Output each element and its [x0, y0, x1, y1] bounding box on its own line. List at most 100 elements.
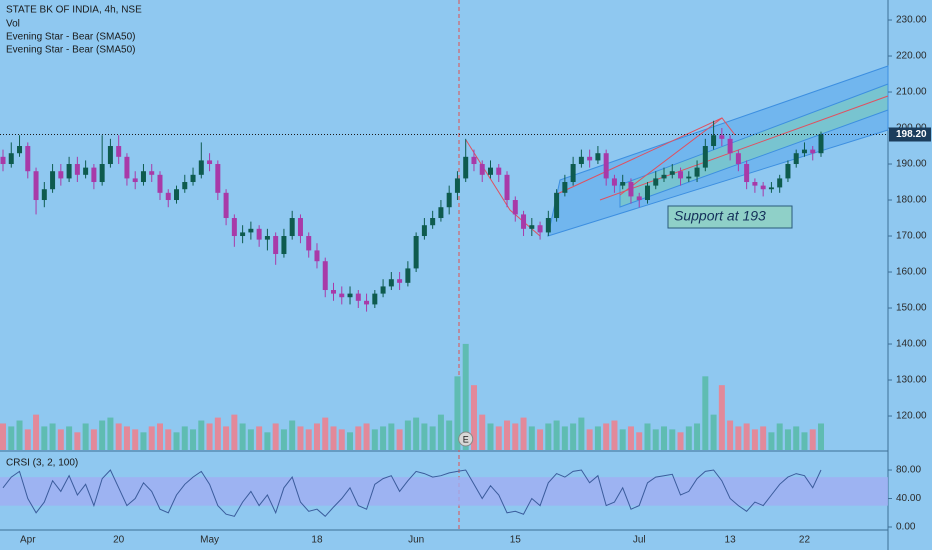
volume-bar — [173, 432, 180, 450]
candle-body — [41, 189, 47, 201]
candle-body — [289, 218, 295, 237]
candle-body — [479, 164, 485, 175]
candle-body — [644, 185, 650, 201]
volume-bar — [140, 432, 147, 450]
volume-bar — [454, 376, 461, 450]
candle-body — [487, 167, 493, 175]
volume-bar — [727, 420, 734, 450]
volume-bar — [470, 385, 477, 450]
y-tick-label: 220.00 — [896, 51, 927, 62]
candle-body — [256, 228, 262, 240]
candle-body — [83, 167, 89, 175]
x-tick-label: 15 — [510, 535, 522, 546]
volume-bar — [677, 432, 684, 450]
volume-bar — [181, 426, 188, 450]
y-tick-label: 160.00 — [896, 267, 927, 278]
candle-body — [446, 192, 452, 208]
candle-body — [99, 164, 105, 183]
volume-bar — [66, 426, 73, 450]
volume-bar — [24, 429, 31, 450]
volume-bar — [669, 429, 676, 450]
volume-bar — [305, 429, 312, 450]
candle-body — [603, 153, 609, 179]
y-tick-label: 150.00 — [896, 303, 927, 314]
volume-bar — [776, 423, 783, 450]
volume-bar — [165, 429, 172, 450]
volume-bar — [322, 417, 329, 450]
candle-body — [413, 236, 419, 269]
candle-body — [207, 160, 213, 165]
chart-title: STATE BK OF INDIA, 4h, NSE — [6, 5, 142, 16]
volume-bar — [760, 426, 767, 450]
volume-bar — [347, 432, 354, 450]
volume-bar — [818, 423, 824, 450]
event-marker-label: E — [463, 434, 469, 444]
candle-body — [554, 192, 560, 219]
candle-body — [157, 174, 163, 193]
volume-bar — [206, 423, 213, 450]
event-marker — [458, 431, 474, 447]
volume-bar — [768, 432, 775, 450]
volume-bar — [371, 429, 378, 450]
volume-bar — [487, 423, 494, 450]
candle-body — [50, 171, 56, 190]
volume-bar — [636, 432, 643, 450]
volume-bar — [57, 429, 64, 450]
volume-bar — [82, 423, 89, 450]
y-tick-label: 130.00 — [896, 375, 927, 386]
candle-body — [91, 167, 97, 183]
x-tick-label: 20 — [113, 535, 125, 546]
candle-body — [190, 174, 196, 183]
candle-body — [777, 178, 783, 188]
rsi-tick-label: 40.00 — [896, 493, 921, 504]
candle-body — [314, 250, 320, 262]
candle-body — [752, 182, 758, 186]
volume-bar — [33, 414, 40, 450]
volume-bar — [239, 423, 246, 450]
volume-bar — [462, 343, 469, 450]
candle-body — [578, 156, 584, 165]
candle-body — [727, 138, 733, 154]
volume-bar — [619, 429, 626, 450]
candle-body — [496, 167, 502, 175]
volume-bar — [289, 420, 296, 450]
x-tick-label: 13 — [725, 535, 737, 546]
rsi-line — [2, 469, 822, 517]
candle-body — [702, 146, 708, 168]
candle-body — [694, 167, 700, 177]
legend-entry: Evening Star - Bear (SMA50) — [6, 32, 136, 43]
volume-bar — [223, 426, 230, 450]
candle-body — [405, 268, 411, 283]
candle-body — [521, 214, 527, 229]
candle-body — [107, 146, 113, 165]
volume-bar — [363, 423, 370, 450]
volume-bar — [661, 426, 668, 450]
candle-body — [223, 192, 229, 219]
volume-bar — [132, 429, 139, 450]
trend-line — [554, 117, 723, 196]
candle-body — [438, 207, 444, 219]
volume-bar — [710, 414, 717, 450]
volume-bar — [537, 429, 544, 450]
volume-bar — [751, 429, 758, 450]
volume-bar — [297, 426, 304, 450]
volume-bar — [545, 423, 552, 450]
candle-body — [562, 182, 568, 193]
volume-bar — [801, 432, 808, 450]
y-tick-label: 180.00 — [896, 195, 927, 206]
candle-body — [116, 146, 122, 157]
candle-body — [132, 178, 138, 183]
volume-bar — [578, 417, 585, 450]
candle-body — [331, 290, 337, 294]
volume-bar — [652, 429, 659, 450]
candle-body — [669, 171, 675, 175]
volume-bar — [553, 420, 560, 450]
candle-body — [248, 228, 254, 233]
volume-bar — [611, 420, 618, 450]
volume-bar — [495, 426, 502, 450]
y-tick-label: 140.00 — [896, 339, 927, 350]
candle-body — [33, 171, 39, 201]
volume-bar — [446, 420, 453, 450]
candle-body — [372, 293, 378, 305]
volume-bar — [388, 423, 395, 450]
